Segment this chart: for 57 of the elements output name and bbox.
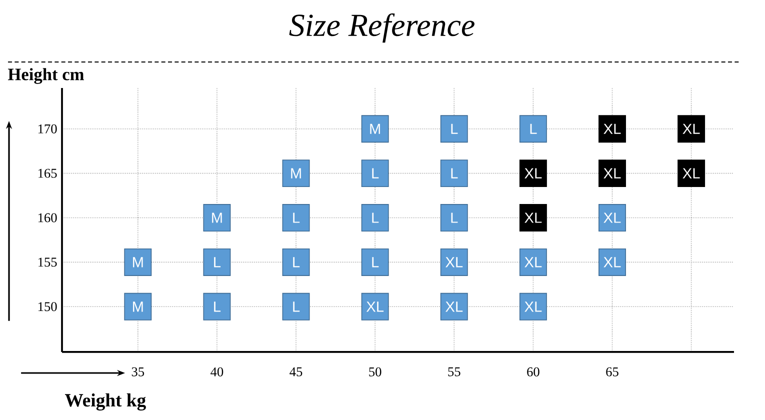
x-tick-label: 35	[132, 367, 144, 376]
x-tick-label: 40	[210, 367, 224, 376]
y-tick-label: 165	[38, 168, 57, 178]
data-label: M	[133, 302, 143, 312]
data-label: XL	[604, 124, 621, 134]
point	[440, 204, 468, 232]
y-tick-label: 150	[38, 302, 57, 312]
data-label: L	[372, 168, 379, 178]
y-axis-title: Height cm	[8, 68, 84, 84]
data-label: M	[370, 124, 380, 134]
data-label: XL	[366, 302, 384, 312]
x-tick-label: 50	[369, 367, 382, 376]
data-label: XL	[524, 212, 542, 223]
data-label: XL	[604, 212, 621, 223]
data-label: XL	[524, 257, 542, 268]
data-label: M	[133, 257, 143, 268]
data-label: XL	[524, 168, 542, 178]
point	[440, 160, 468, 188]
point	[361, 160, 389, 188]
data-label: L	[451, 212, 458, 223]
data-label: L	[214, 302, 221, 312]
chart-title: Size Reference	[289, 13, 474, 43]
x-tick-label: 65	[606, 367, 618, 376]
point	[282, 204, 310, 232]
data-label: M	[212, 212, 222, 223]
y-tick-label: 160	[38, 213, 57, 222]
point	[282, 292, 310, 320]
data-label: L	[372, 212, 379, 223]
data-label: XL	[446, 302, 463, 312]
point	[203, 292, 231, 320]
point	[440, 115, 468, 143]
data-label: L	[293, 257, 300, 268]
data-label: L	[451, 168, 458, 178]
data-label: XL	[682, 124, 700, 134]
point	[203, 248, 231, 276]
data-label: XL	[682, 168, 700, 178]
point	[519, 115, 547, 143]
data-label: XL	[524, 302, 542, 312]
x-tick-label: 60	[527, 367, 540, 376]
x-axis-title: Weight kg	[64, 393, 146, 411]
data-label: XL	[604, 168, 621, 178]
y-tick-label: 170	[38, 124, 57, 134]
data-label: L	[214, 257, 221, 268]
x-tick-label: 45	[290, 367, 302, 376]
data-label: L	[451, 124, 458, 134]
data-label: XL	[446, 257, 463, 268]
point	[361, 248, 389, 276]
point	[282, 248, 310, 276]
data-label: L	[293, 302, 300, 312]
point	[361, 204, 389, 232]
y-tick-label: 155	[38, 258, 57, 267]
data-label: L	[530, 124, 537, 134]
data-label: L	[293, 212, 300, 223]
x-tick-label: 55	[448, 367, 460, 376]
data-label: M	[291, 168, 301, 178]
data-label: L	[372, 257, 379, 268]
data-label: XL	[604, 257, 621, 268]
